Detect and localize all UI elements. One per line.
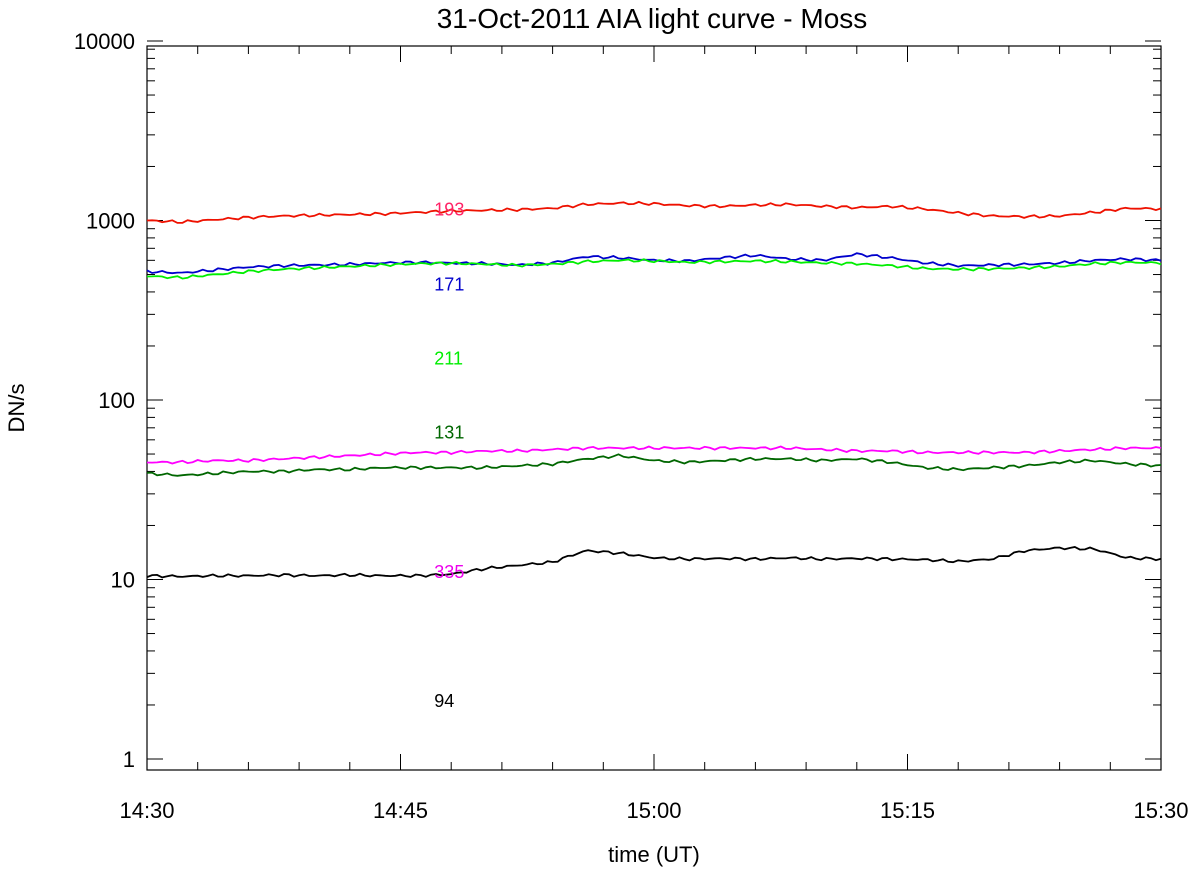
x-tick-label: 14:45 xyxy=(373,798,428,823)
series-line-211 xyxy=(146,258,1162,280)
y-axis-label: DN/s xyxy=(4,384,29,433)
x-axis-label: time (UT) xyxy=(608,842,700,867)
y-tick-label: 1 xyxy=(123,747,135,772)
chart-title: 31-Oct-2011 AIA light curve - Moss xyxy=(437,3,868,34)
x-tick-label: 15:30 xyxy=(1133,798,1188,823)
y-tick-label: 10000 xyxy=(74,29,135,54)
series-label-193: 193 xyxy=(434,200,464,220)
series-line-131 xyxy=(146,453,1162,477)
series-line-193 xyxy=(146,200,1162,224)
x-tick-label: 15:15 xyxy=(880,798,935,823)
x-tick-label: 14:30 xyxy=(119,798,174,823)
series-line-94 xyxy=(146,546,1162,579)
y-tick-label: 10 xyxy=(111,568,135,593)
y-tick-label: 1000 xyxy=(86,209,135,234)
series-label-211: 211 xyxy=(434,349,463,369)
x-tick-label: 15:00 xyxy=(626,798,681,823)
series-line-171 xyxy=(146,252,1162,275)
series-line-335 xyxy=(146,445,1162,465)
y-axis: 1 10 100 1000 10000 xyxy=(74,29,1161,772)
series-label-335: 335 xyxy=(434,562,464,582)
y-tick-label: 100 xyxy=(98,388,135,413)
plot-frame xyxy=(146,45,1162,771)
series-label-131: 131 xyxy=(434,422,464,442)
series-labels: 193 171 211 131 335 94 xyxy=(434,200,464,712)
series-label-94: 94 xyxy=(434,691,454,711)
x-axis: 14:30 14:45 15:00 15:15 15:30 xyxy=(119,46,1189,823)
series-label-171: 171 xyxy=(434,275,464,295)
series-lines xyxy=(146,200,1162,579)
